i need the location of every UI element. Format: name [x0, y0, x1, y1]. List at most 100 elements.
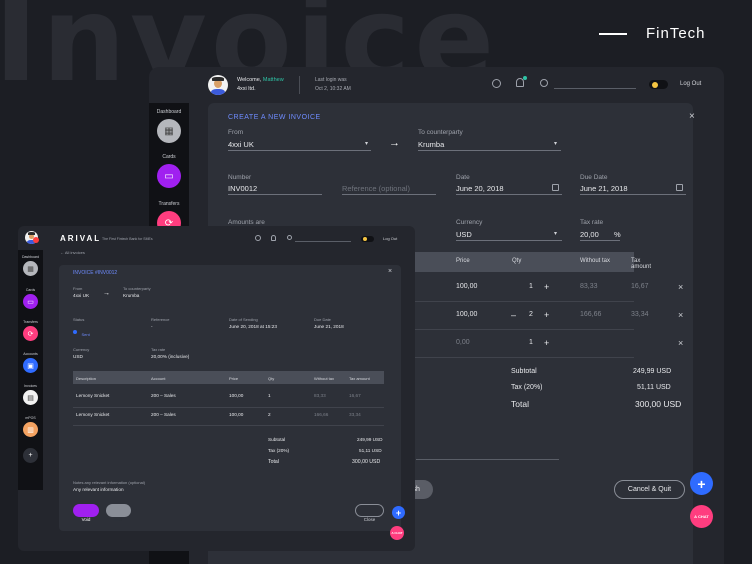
last-login-value: Oct 2, 10:32 AM	[315, 86, 351, 92]
sidebar-item-label: Dashboard	[21, 255, 40, 259]
sidebar-item-cards[interactable]: Cards ▭	[149, 154, 189, 188]
column-header: Price	[229, 376, 239, 381]
back-link[interactable]: ← All invoices	[60, 250, 85, 255]
company-name: 4xxi ltd.	[237, 86, 256, 92]
from-label: From	[73, 286, 83, 291]
close-icon[interactable]: ×	[388, 268, 393, 275]
calendar-icon[interactable]	[552, 184, 559, 191]
gear-icon[interactable]	[255, 235, 261, 241]
column-header: Description	[76, 376, 97, 381]
void-button[interactable]: Void	[73, 504, 99, 522]
items-table-header: Price Qty Without tax Tax amount	[368, 252, 651, 272]
row-qty[interactable]: 1	[529, 283, 533, 290]
row-without-tax: 83,33	[580, 283, 598, 290]
currency-select[interactable]: USD	[456, 230, 472, 239]
row-qty[interactable]: 2	[529, 311, 533, 318]
search-input[interactable]	[295, 241, 351, 242]
mpos-icon: ▥	[23, 422, 38, 437]
total-value: 300,00 USD	[352, 459, 381, 465]
minus-icon[interactable]: –	[511, 310, 517, 320]
date-field[interactable]: June 20, 2018	[456, 184, 504, 193]
bell-icon[interactable]	[516, 78, 524, 87]
row-description: Lemony Snicket	[76, 412, 110, 417]
logout-link[interactable]: Log Out	[680, 81, 702, 87]
from-label: From	[228, 129, 244, 136]
currency-label: Currency	[73, 347, 90, 352]
add-button[interactable]: +	[392, 506, 405, 519]
search-input[interactable]	[554, 88, 636, 89]
sidebar-item-invoices[interactable]: Invoices ▤	[18, 384, 43, 405]
add-button[interactable]: +	[690, 472, 713, 495]
due-date-label: Due Date	[314, 317, 331, 322]
calendar-icon[interactable]	[676, 184, 683, 191]
tax-rate-value: 20,00% (inclusive)	[151, 354, 190, 359]
remove-row-icon[interactable]: ×	[678, 338, 684, 348]
sidebar-add-button[interactable]: +	[18, 446, 43, 463]
avatar[interactable]	[208, 75, 228, 95]
due-date-field[interactable]: June 21, 2018	[580, 184, 628, 193]
sun-icon	[363, 237, 367, 241]
amounts-label: Amounts are	[228, 219, 265, 226]
total-label: Total	[511, 399, 529, 409]
gear-icon[interactable]	[492, 79, 501, 88]
accounts-icon: ▣	[23, 358, 38, 373]
chevron-down-icon: ▾	[365, 141, 369, 147]
reference-label: Reference	[151, 317, 170, 322]
to-select[interactable]: Krumba	[418, 140, 445, 149]
date-label: Date	[456, 174, 470, 181]
row-price[interactable]: 0,00	[456, 339, 470, 346]
column-header: Without tax	[314, 376, 335, 381]
row-qty[interactable]: 1	[529, 339, 533, 346]
theme-toggle[interactable]	[361, 236, 374, 242]
cancel-quit-button[interactable]: Cancel & Quit	[614, 480, 685, 499]
create-invoice-window: Welcome, Matthew 4xxi ltd. Last login wa…	[149, 67, 724, 564]
bell-icon[interactable]	[271, 235, 276, 241]
theme-toggle[interactable]	[649, 80, 668, 89]
welcome-label: Welcome,	[237, 77, 262, 83]
row-price[interactable]: 100,00	[456, 311, 478, 318]
to-label: To counterparty	[418, 129, 463, 136]
sidebar-item-dashboard[interactable]: Dashboard ▦	[18, 255, 43, 276]
row-tax: 16,67	[631, 283, 649, 290]
sidebar-item-transfers[interactable]: Transfers ⟳	[18, 320, 43, 341]
close-button[interactable]: Close	[355, 504, 384, 522]
number-field[interactable]: INV0012	[228, 184, 258, 193]
tax-rate-field[interactable]: 20,00	[580, 230, 599, 239]
tax-rate-label: Tax rate	[151, 347, 166, 352]
arrow-right-icon: →	[389, 137, 400, 149]
remove-row-icon[interactable]: ×	[678, 282, 684, 292]
plus-icon[interactable]: +	[544, 310, 550, 320]
close-icon[interactable]: ×	[689, 111, 695, 122]
subtotal-value: 249,99 USD	[633, 368, 672, 375]
form-title: CREATE A NEW INVOICE	[228, 114, 321, 121]
reference-field[interactable]: Reference (optional)	[342, 184, 410, 193]
sidebar-item-label: mPOS	[25, 416, 36, 420]
edit-button[interactable]: Edit	[106, 504, 131, 522]
plus-icon[interactable]: +	[544, 282, 550, 292]
plus-icon[interactable]: +	[544, 338, 550, 348]
row-price[interactable]: 100,00	[456, 283, 478, 290]
search-icon[interactable]	[540, 79, 548, 87]
tax-value: 51,11 USD	[359, 448, 382, 453]
notes-field[interactable]	[416, 459, 559, 460]
sidebar-item-dashboard[interactable]: Dashboard ▦	[149, 109, 189, 143]
from-select[interactable]: 4xxi UK	[228, 140, 254, 149]
chat-button[interactable]: A CHAT	[390, 526, 404, 540]
tax-rate-unit: %	[614, 230, 621, 239]
void-button-label: Void	[81, 516, 91, 522]
user-name[interactable]: Matthew	[262, 77, 284, 83]
chevron-down-icon: ▾	[554, 141, 558, 147]
search-icon[interactable]	[287, 235, 292, 240]
to-label: To counterparty	[123, 286, 151, 291]
chat-button[interactable]: A CHAT	[690, 505, 713, 528]
row-account: 200 – Sales	[151, 412, 176, 417]
notes-value: Any relevant information	[73, 487, 124, 492]
sidebar-item-mpos[interactable]: mPOS ▥	[18, 416, 43, 437]
edit-button-label: Edit	[114, 516, 123, 522]
remove-row-icon[interactable]: ×	[678, 310, 684, 320]
sidebar-item-cards[interactable]: Cards ▭	[18, 288, 43, 309]
sidebar-item-accounts[interactable]: Accounts ▣	[18, 352, 43, 373]
logout-link[interactable]: Log Out	[383, 236, 398, 241]
invoice-icon: ▤	[23, 390, 38, 405]
chevron-down-icon: ▾	[554, 231, 558, 237]
